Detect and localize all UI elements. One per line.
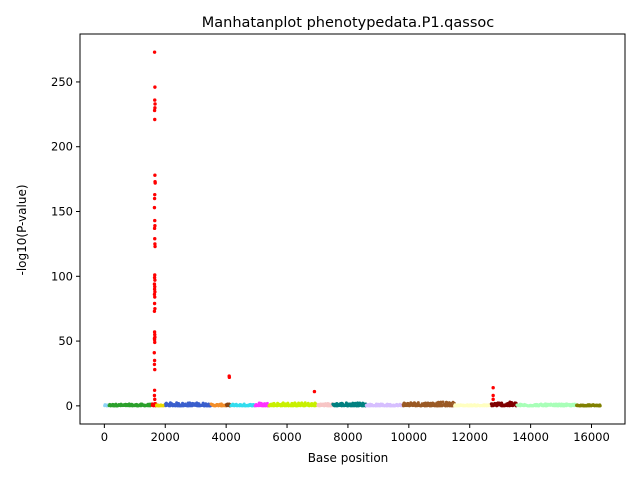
significant-point — [152, 282, 157, 286]
significant-point — [153, 237, 157, 241]
x-axis-label: Base position — [308, 451, 389, 465]
significant-point — [491, 393, 495, 398]
significant-point — [152, 330, 157, 334]
x-tick-label: 4000 — [212, 430, 241, 444]
points-layer — [103, 50, 602, 408]
significant-point — [153, 244, 157, 249]
significant-point — [153, 332, 157, 337]
data-point — [441, 400, 445, 404]
significant-point — [153, 218, 157, 223]
significant-point — [153, 306, 157, 311]
significant-point — [153, 106, 157, 110]
data-point — [265, 401, 269, 405]
significant-point — [152, 388, 157, 393]
x-axis-ticks: 0 2000 4000 6000 8000 10000 12000 14000 16000 — [101, 424, 610, 444]
significant-point — [153, 181, 157, 185]
significant-point — [153, 173, 157, 177]
significant-point — [152, 338, 157, 342]
x-tick-label: 12000 — [451, 430, 488, 444]
significant-point — [152, 50, 157, 54]
y-axis-ticks: 0 50 100 150 200 250 — [51, 75, 80, 413]
significant-point — [152, 196, 157, 201]
x-tick-label: 10000 — [391, 430, 428, 444]
x-tick-label: 8000 — [333, 430, 362, 444]
significant-point — [153, 98, 157, 102]
significant-point — [312, 389, 317, 394]
significant-point — [152, 226, 157, 231]
significant-point — [491, 386, 495, 390]
y-tick-label: 150 — [51, 205, 73, 219]
data-point — [201, 401, 205, 405]
significant-point — [152, 301, 157, 306]
plot-area-frame — [79, 33, 626, 425]
x-tick-label: 2000 — [151, 430, 180, 444]
x-tick-label: 16000 — [573, 430, 610, 444]
significant-point — [153, 340, 157, 345]
significant-point — [153, 290, 157, 294]
significant-point — [153, 278, 157, 282]
significant-point — [152, 287, 157, 291]
significant-point — [153, 284, 157, 289]
significant-point — [153, 367, 157, 372]
chart-title: Manhatanplot phenotypedata.P1.qassoc — [202, 15, 495, 31]
significant-point — [153, 117, 157, 122]
significant-point — [153, 242, 157, 246]
significant-point — [153, 397, 157, 402]
significant-point — [153, 295, 157, 299]
significant-point — [152, 292, 157, 297]
significant-point — [153, 273, 157, 277]
significant-point — [152, 393, 157, 398]
significant-point — [153, 192, 157, 197]
y-tick-label: 100 — [51, 269, 73, 283]
y-tick-label: 50 — [58, 334, 73, 348]
y-tick-label: 200 — [51, 140, 73, 154]
y-tick-label: 0 — [66, 399, 73, 413]
significant-point — [152, 351, 156, 355]
x-tick-label: 6000 — [272, 430, 301, 444]
x-tick-label: 0 — [101, 430, 108, 444]
significant-point — [152, 358, 157, 363]
significant-point — [152, 205, 157, 210]
significant-point — [491, 397, 495, 402]
significant-point — [152, 309, 157, 313]
data-point — [598, 404, 602, 408]
significant-point — [152, 362, 157, 367]
significant-point — [153, 224, 157, 228]
y-tick-label: 250 — [51, 75, 73, 89]
data-point — [353, 401, 357, 405]
y-axis-label: -log10(P-value) — [15, 184, 29, 275]
significant-point — [227, 375, 232, 380]
significant-point — [152, 108, 157, 113]
significant-point — [153, 102, 157, 106]
x-tick-label: 14000 — [512, 430, 549, 444]
significant-point — [153, 85, 157, 89]
significant-point — [152, 275, 157, 280]
